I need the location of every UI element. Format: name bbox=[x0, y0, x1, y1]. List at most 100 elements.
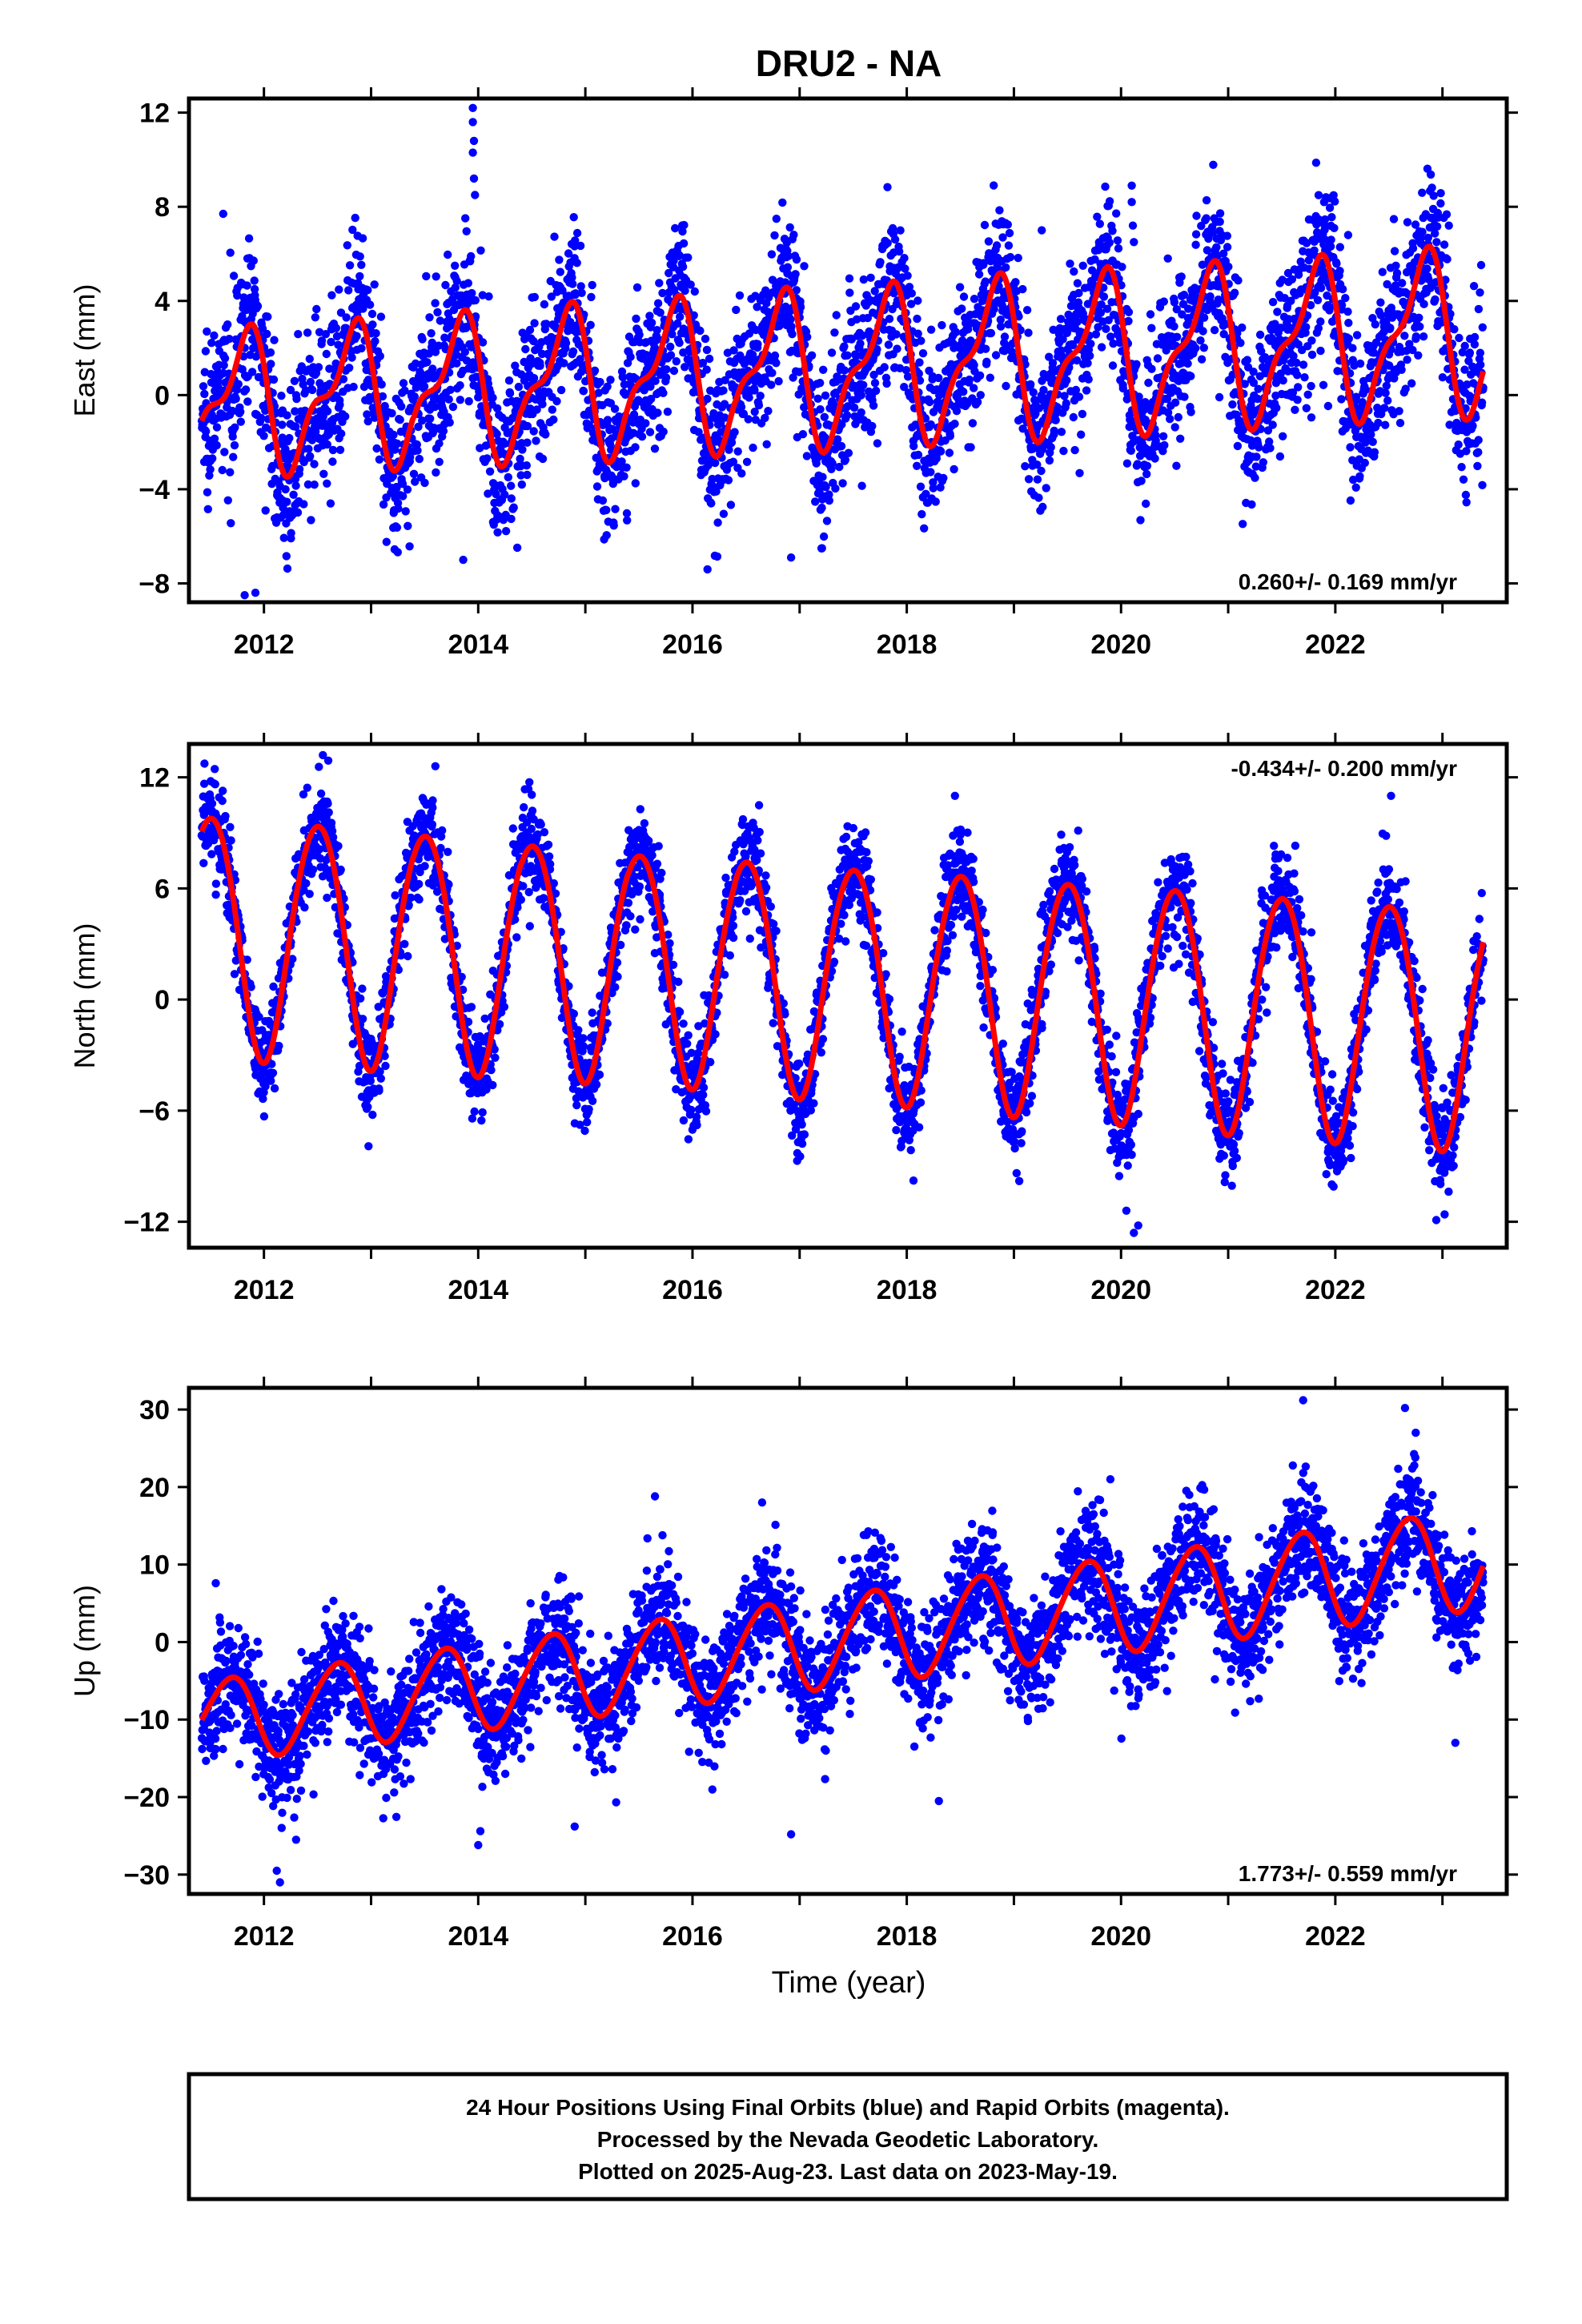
data-point bbox=[1150, 454, 1159, 463]
data-point bbox=[1024, 475, 1034, 484]
data-point bbox=[366, 1076, 375, 1086]
data-point bbox=[1240, 380, 1250, 388]
data-point bbox=[1473, 461, 1482, 471]
data-point bbox=[229, 452, 238, 461]
data-point bbox=[250, 284, 259, 294]
data-point bbox=[1381, 388, 1390, 397]
data-point bbox=[1383, 279, 1391, 289]
data-point bbox=[230, 970, 239, 979]
data-point bbox=[295, 464, 304, 474]
data-point bbox=[435, 457, 444, 466]
data-point bbox=[883, 239, 892, 247]
data-point bbox=[541, 430, 550, 439]
data-point bbox=[568, 347, 578, 356]
data-point bbox=[1315, 215, 1323, 224]
data-point bbox=[1445, 420, 1454, 429]
outlier-point bbox=[889, 263, 898, 272]
data-point bbox=[1198, 260, 1207, 269]
data-point bbox=[1096, 308, 1106, 317]
data-point bbox=[840, 366, 849, 375]
data-point bbox=[646, 382, 655, 391]
data-point bbox=[530, 292, 539, 302]
outlier-point bbox=[1038, 226, 1046, 235]
data-point bbox=[207, 799, 217, 808]
data-point bbox=[1382, 381, 1391, 390]
data-point bbox=[393, 548, 402, 557]
data-point bbox=[203, 488, 212, 497]
data-point bbox=[431, 299, 440, 308]
data-point bbox=[703, 394, 712, 404]
data-point bbox=[446, 385, 455, 394]
data-point bbox=[1476, 260, 1486, 270]
outlier-point bbox=[468, 118, 477, 127]
data-point bbox=[680, 220, 689, 230]
data-point bbox=[598, 496, 608, 505]
data-point bbox=[226, 248, 235, 257]
data-point bbox=[1401, 384, 1410, 393]
data-point bbox=[303, 783, 311, 792]
data-point bbox=[219, 786, 227, 795]
data-point bbox=[802, 452, 812, 460]
data-point bbox=[813, 394, 822, 403]
data-point bbox=[1462, 447, 1471, 456]
data-point bbox=[719, 386, 728, 395]
data-point bbox=[358, 1015, 367, 1023]
data-point bbox=[1478, 480, 1487, 489]
data-point bbox=[713, 552, 722, 561]
data-point bbox=[884, 340, 893, 349]
data-point bbox=[975, 371, 985, 380]
data-point bbox=[221, 811, 230, 821]
data-point bbox=[1199, 327, 1207, 336]
data-point bbox=[467, 251, 476, 261]
data-point bbox=[229, 271, 239, 280]
data-point bbox=[363, 410, 371, 419]
data-point bbox=[1426, 170, 1435, 179]
data-point bbox=[1186, 372, 1195, 380]
x-tick-label: 2014 bbox=[448, 629, 508, 660]
data-point bbox=[666, 351, 676, 360]
data-point bbox=[323, 799, 332, 808]
data-point bbox=[1344, 334, 1354, 344]
data-point bbox=[1474, 436, 1483, 444]
y-tick-label: 12 bbox=[139, 99, 170, 129]
data-point bbox=[1355, 359, 1365, 368]
data-point bbox=[786, 315, 795, 324]
data-point bbox=[428, 338, 436, 348]
data-point bbox=[918, 349, 928, 358]
data-point bbox=[1337, 395, 1346, 404]
data-point bbox=[1367, 430, 1375, 439]
data-point bbox=[1443, 255, 1452, 263]
data-point bbox=[620, 472, 628, 480]
data-point bbox=[990, 304, 998, 314]
data-point bbox=[871, 386, 881, 396]
data-point bbox=[1170, 322, 1178, 331]
data-point bbox=[412, 440, 421, 449]
data-point bbox=[1142, 499, 1150, 509]
data-point bbox=[341, 412, 350, 421]
data-point bbox=[323, 893, 331, 903]
data-point bbox=[337, 429, 346, 438]
data-point bbox=[310, 460, 319, 468]
data-point bbox=[1136, 516, 1145, 525]
data-point bbox=[764, 407, 773, 416]
data-point bbox=[322, 349, 331, 359]
data-point bbox=[818, 472, 827, 481]
data-point bbox=[984, 237, 994, 246]
data-point bbox=[218, 465, 227, 475]
data-point bbox=[388, 472, 397, 480]
data-point bbox=[1465, 348, 1475, 357]
data-point bbox=[958, 304, 966, 313]
data-point bbox=[509, 503, 518, 512]
data-point bbox=[818, 365, 828, 374]
data-point bbox=[375, 455, 384, 464]
outlier-point bbox=[1128, 221, 1138, 230]
data-point bbox=[761, 413, 769, 423]
data-point bbox=[913, 461, 921, 470]
data-point bbox=[267, 360, 275, 368]
data-point bbox=[1162, 346, 1170, 355]
data-point bbox=[873, 439, 882, 448]
data-point bbox=[1311, 159, 1321, 167]
data-point bbox=[849, 403, 859, 412]
data-point bbox=[493, 528, 502, 537]
data-point bbox=[880, 363, 889, 372]
